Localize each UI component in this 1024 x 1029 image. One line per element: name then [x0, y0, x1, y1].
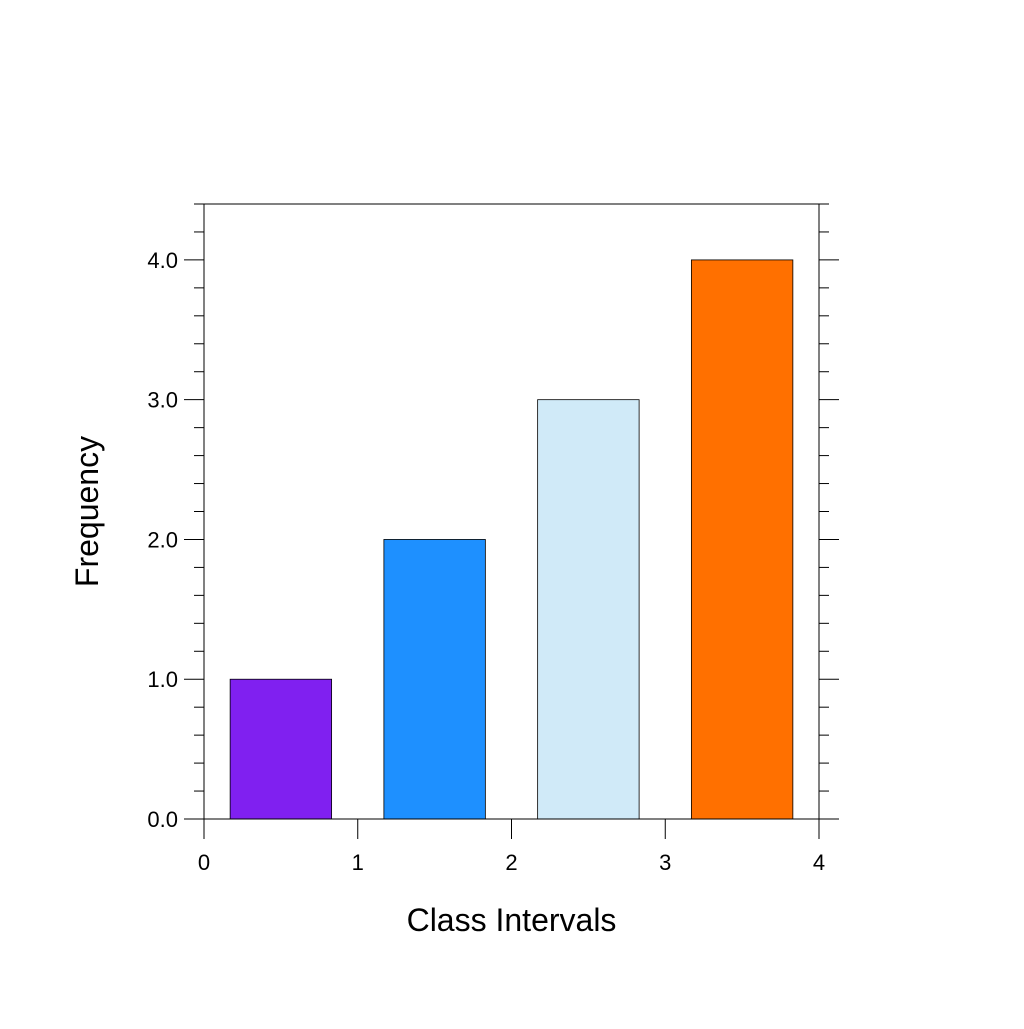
bar-2	[383, 539, 486, 820]
y-tick-label: 4.0	[147, 248, 178, 273]
x-axis-title: Class Intervals	[407, 902, 617, 938]
x-tick-label: 4	[813, 850, 825, 875]
bar-1	[229, 678, 333, 820]
tick-labels-layer: 0.0 1.0 2.0 3.0 4.0 0 1 2 3 4	[147, 248, 825, 875]
ticks-layer	[184, 203, 839, 839]
y-tick-label: 0.0	[147, 807, 178, 832]
bar-4	[690, 259, 794, 820]
x-tick-label: 0	[198, 850, 210, 875]
x-tick-label: 2	[505, 850, 517, 875]
x-tick-label: 1	[352, 850, 364, 875]
y-tick-label: 3.0	[147, 388, 178, 413]
y-axis-title: Frequency	[69, 436, 105, 587]
bar-3	[537, 399, 640, 820]
bars-layer	[229, 259, 794, 820]
y-tick-label: 2.0	[147, 527, 178, 552]
y-tick-label: 1.0	[147, 667, 178, 692]
x-tick-label: 3	[659, 850, 671, 875]
